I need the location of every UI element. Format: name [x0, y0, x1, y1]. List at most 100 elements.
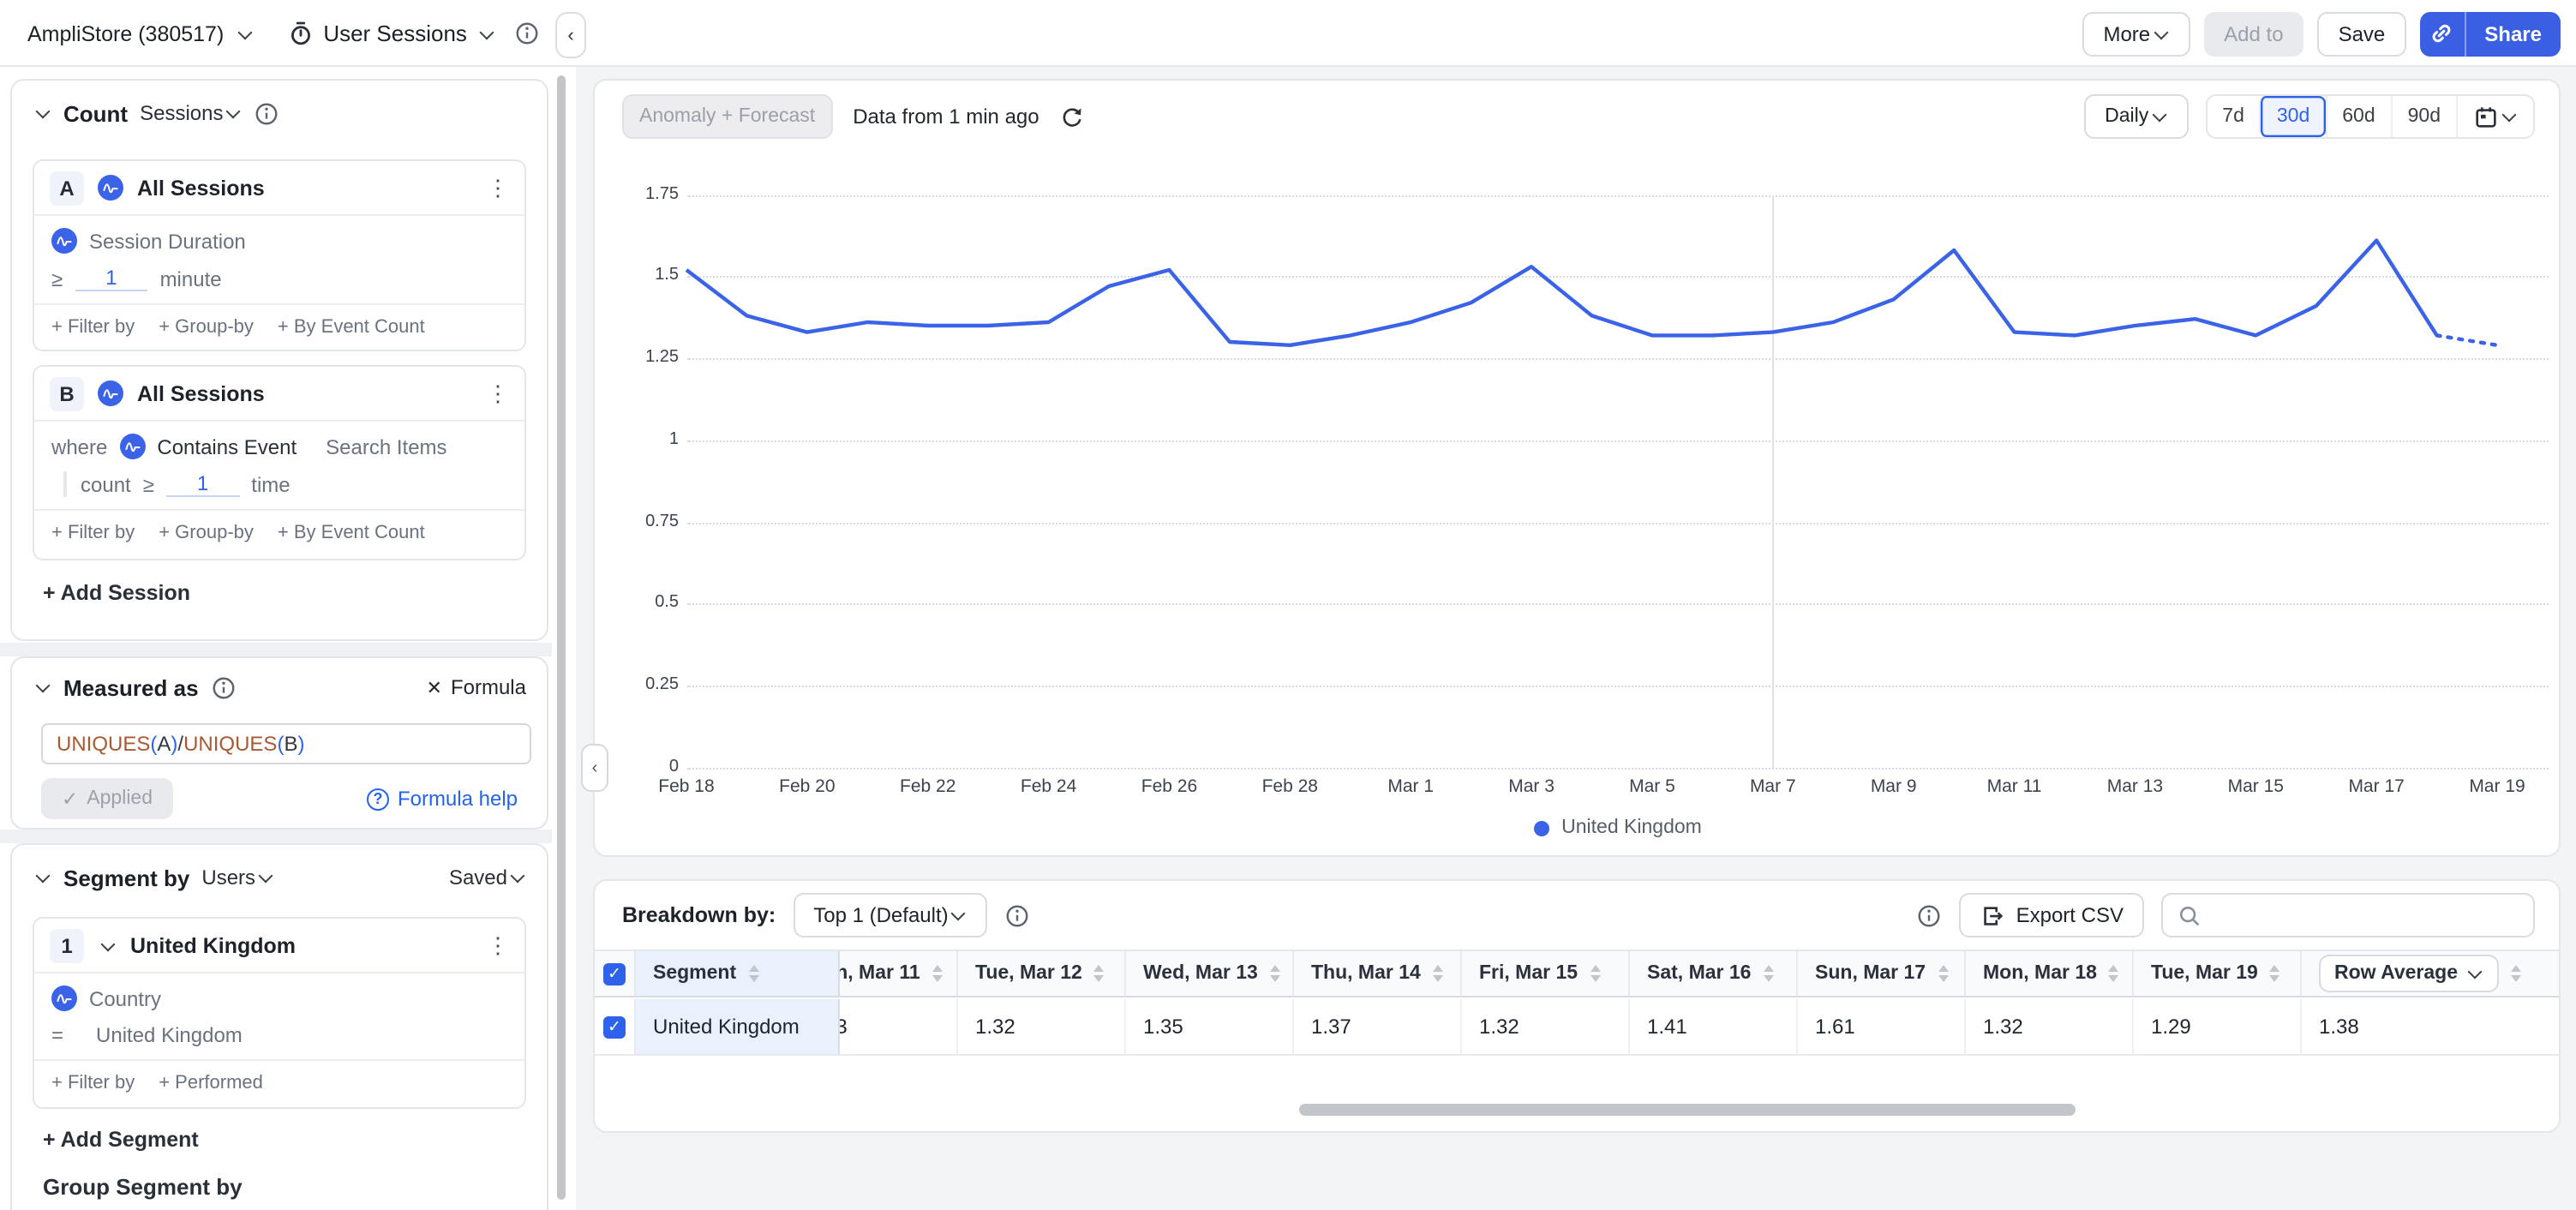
sort-icon[interactable]	[1590, 965, 1600, 982]
operator[interactable]: ≥	[51, 267, 63, 291]
segment-name[interactable]: United Kingdom	[130, 933, 296, 957]
info-icon[interactable]	[211, 674, 237, 700]
event-property-row[interactable]: Session Duration	[34, 216, 524, 254]
value-cell[interactable]: 1.41	[1630, 999, 1798, 1054]
saved-dropdown[interactable]: Saved	[449, 866, 526, 890]
segment-header-cell[interactable]: Segment	[636, 951, 840, 996]
applied-button[interactable]: ✓ Applied	[41, 778, 173, 819]
remove-formula-button[interactable]: ✕ Formula	[427, 675, 526, 699]
sort-icon[interactable]	[1433, 965, 1443, 982]
sort-icon[interactable]	[2511, 965, 2521, 982]
filter-by-link[interactable]: + Filter by	[51, 316, 135, 337]
contains-event-selector[interactable]: Contains Event	[157, 434, 297, 458]
sort-icon[interactable]	[2270, 965, 2280, 982]
save-button[interactable]: Save	[2318, 11, 2406, 56]
formula-help-link[interactable]: ? Formula help	[367, 787, 518, 811]
chevron-down-icon[interactable]	[480, 25, 494, 39]
value-cell[interactable]: 1.32	[1966, 999, 2134, 1054]
operator[interactable]: ≥	[143, 472, 154, 496]
info-icon[interactable]	[255, 100, 280, 126]
value-input[interactable]: 1	[166, 471, 239, 497]
add-session-link[interactable]: + Add Session	[43, 581, 190, 605]
collapse-panel-button[interactable]: ‹	[581, 744, 608, 792]
chart-type-selector[interactable]: User Sessions	[323, 21, 467, 46]
info-icon[interactable]	[1917, 902, 1943, 928]
event-card-header[interactable]: B All Sessions ⋮	[34, 367, 524, 422]
kebab-menu-icon[interactable]: ⋮	[487, 931, 509, 959]
add-to-button[interactable]: Add to	[2203, 11, 2303, 56]
date-column-header[interactable]: Mon, Mar 18	[1966, 951, 2134, 996]
date-column-header[interactable]: Thu, Mar 14	[1294, 951, 1462, 996]
share-button[interactable]: Share	[2465, 11, 2561, 56]
sort-icon[interactable]	[2109, 965, 2119, 982]
date-column-header[interactable]: Wed, Mar 13	[1126, 951, 1294, 996]
row-checkbox[interactable]: ✓	[603, 1015, 626, 1038]
sort-icon[interactable]	[748, 965, 758, 982]
by-event-count-link[interactable]: + By Event Count	[278, 522, 425, 542]
copy-link-button[interactable]	[2419, 11, 2465, 56]
event-card-header[interactable]: A All Sessions ⋮	[34, 161, 524, 216]
entity-dropdown[interactable]: Users	[201, 866, 274, 890]
sort-icon[interactable]	[1270, 965, 1280, 982]
count-section-header: Count Sessions	[12, 81, 547, 146]
row-average-dropdown[interactable]: Row Average	[2319, 955, 2499, 992]
breakdown-selector-dropdown[interactable]: Top 1 (Default)	[793, 893, 987, 937]
performed-link[interactable]: + Performed	[159, 1072, 263, 1093]
select-all-checkbox[interactable]: ✓	[603, 962, 626, 985]
value-cell[interactable]: 1.35	[1126, 999, 1294, 1054]
kebab-menu-icon[interactable]: ⋮	[487, 174, 509, 201]
chevron-down-icon[interactable]	[101, 937, 116, 951]
add-segment-link[interactable]: + Add Segment	[43, 1128, 199, 1152]
info-icon[interactable]	[1005, 902, 1031, 928]
formula-input[interactable]: UNIQUES(A)/UNIQUES(B)	[41, 723, 531, 764]
by-event-count-link[interactable]: + By Event Count	[278, 316, 425, 337]
sort-icon[interactable]	[1094, 965, 1105, 982]
sort-icon[interactable]	[1763, 965, 1773, 982]
group-by-link[interactable]: + Group-by	[159, 522, 254, 542]
row-average-cell[interactable]: 1.38	[2302, 999, 2561, 1054]
collapse-section-icon[interactable]	[36, 679, 51, 693]
operator[interactable]: =	[51, 1023, 63, 1047]
horizontal-scrollbar-thumb[interactable]	[1299, 1104, 2076, 1116]
value-cell[interactable]: 1.61	[1798, 999, 1966, 1054]
chevron-down-icon[interactable]	[237, 25, 252, 39]
scrollbar-thumb[interactable]	[557, 75, 566, 1200]
segment-value[interactable]: United Kingdom	[96, 1023, 243, 1047]
more-button[interactable]: More	[2082, 11, 2190, 56]
collapse-section-icon[interactable]	[36, 869, 51, 884]
date-column-header[interactable]: Sun, Mar 17	[1798, 951, 1966, 996]
segment-value-cell[interactable]: United Kingdom	[636, 999, 840, 1054]
sort-icon[interactable]	[1938, 965, 1948, 982]
legend-series-label[interactable]: United Kingdom	[1561, 818, 1702, 838]
date-column-header[interactable]: Tue, Mar 12	[958, 951, 1126, 996]
line-chart-plot[interactable]: 00.250.50.7511.251.51.75Feb 18Feb 20Feb …	[595, 81, 2559, 855]
filter-by-link[interactable]: + Filter by	[51, 522, 135, 542]
project-selector[interactable]: AmpliStore (380517)	[27, 21, 224, 45]
info-icon[interactable]	[515, 21, 541, 46]
sort-icon[interactable]	[932, 965, 943, 982]
table-search-input[interactable]	[2161, 893, 2535, 937]
count-unit-dropdown[interactable]: Sessions	[140, 101, 242, 125]
value-cell[interactable]: 1.37	[1294, 999, 1462, 1054]
segment-card-header[interactable]: 1 United Kingdom ⋮	[34, 919, 524, 973]
value-cell[interactable]: 1.32	[958, 999, 1126, 1054]
export-csv-button[interactable]: Export CSV	[1960, 893, 2144, 937]
collapse-section-icon[interactable]	[36, 105, 51, 119]
date-column-header[interactable]: Fri, Mar 15	[1462, 951, 1630, 996]
segment-property-row[interactable]: Country	[34, 973, 524, 1011]
sort-asc-icon	[932, 965, 943, 972]
sidebar-scrollbar[interactable]	[557, 75, 566, 1200]
event-name[interactable]: All Sessions	[137, 176, 265, 200]
filter-by-link[interactable]: + Filter by	[51, 1072, 135, 1093]
date-column-header[interactable]: Tue, Mar 19	[2134, 951, 2302, 996]
value-cell[interactable]: 1.32	[1462, 999, 1630, 1054]
collapse-sidebar-button[interactable]: ‹	[555, 12, 586, 58]
value-cell[interactable]: 1.29	[2134, 999, 2302, 1054]
kebab-menu-icon[interactable]: ⋮	[487, 380, 509, 407]
value-input[interactable]: 1	[75, 266, 147, 291]
table-data-row[interactable]: 1.331.321.351.371.321.411.611.321.291.38…	[595, 999, 2561, 1056]
event-name[interactable]: All Sessions	[137, 381, 265, 405]
search-items-placeholder[interactable]: Search Items	[326, 434, 446, 458]
date-column-header[interactable]: Sat, Mar 16	[1630, 951, 1798, 996]
group-by-link[interactable]: + Group-by	[159, 316, 254, 337]
